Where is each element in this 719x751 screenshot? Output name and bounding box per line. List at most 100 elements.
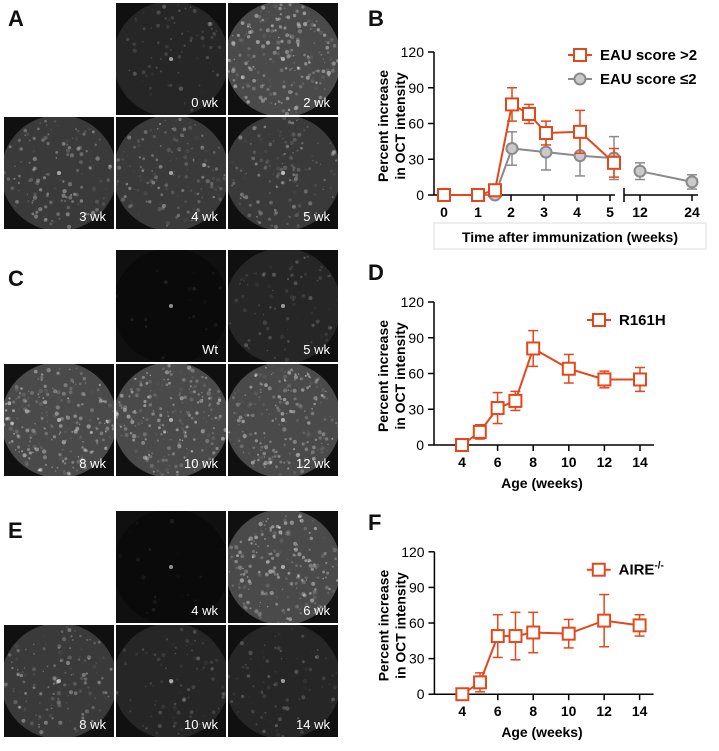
data-point — [455, 438, 469, 452]
x-tick-label: 8 — [529, 703, 537, 719]
data-point — [526, 341, 541, 356]
x-tick-label: 4 — [458, 454, 466, 470]
oct-scan-image — [228, 625, 338, 737]
x-tick-label: 0 — [440, 204, 448, 220]
oct-scan-image — [228, 250, 338, 362]
data-point — [561, 626, 576, 641]
oct-scan-image — [116, 3, 226, 115]
oct-scan-image — [116, 364, 226, 476]
y-tick-label: 120 — [401, 44, 425, 60]
y-tick-label: 120 — [401, 294, 425, 310]
panel-label-d: D — [368, 260, 384, 285]
tile-caption: 8 wk — [79, 717, 106, 732]
oct-scan-image — [228, 117, 338, 229]
tile-caption: 2 wk — [303, 95, 330, 110]
oct-image-tile: 8 wk — [4, 364, 114, 476]
data-point — [505, 97, 519, 112]
x-tick-label: 6 — [494, 454, 502, 470]
y-tick-label: 60 — [409, 615, 425, 631]
x-axis-label: Time after immunization (weeks) — [462, 229, 678, 245]
tile-caption: 0 wk — [191, 95, 218, 110]
oct-image-tile: 10 wk — [116, 364, 226, 476]
panel-label-c: C — [8, 266, 24, 291]
tile-caption: 5 wk — [303, 209, 330, 224]
series-line — [639, 170, 693, 183]
legend-label: AIRE-/- — [619, 561, 664, 579]
oct-image-tile: Wt — [116, 250, 226, 362]
oct-scan-image — [116, 511, 226, 623]
data-point — [539, 126, 553, 141]
y-tick-label: 0 — [416, 187, 424, 203]
series-line — [461, 347, 640, 446]
x-axis-label: Age (weeks) — [501, 475, 583, 491]
oct-scan-image — [4, 117, 114, 229]
data-point — [488, 183, 502, 198]
legend-label-sup: -/- — [654, 561, 663, 572]
x-tick-label: 1 — [474, 204, 482, 220]
legend-label: EAU score >2 — [600, 47, 697, 64]
x-tick-label: 8 — [529, 454, 537, 470]
oct-scan-image — [116, 117, 226, 229]
data-point — [592, 313, 606, 327]
data-point — [573, 48, 587, 62]
x-tick-label: 10 — [561, 454, 577, 470]
oct-image-tile: 6 wk — [228, 511, 338, 623]
data-point — [472, 424, 487, 439]
y-tick-label: 60 — [408, 116, 424, 132]
oct-scan-image — [228, 3, 338, 115]
panel-label-a: A — [8, 6, 24, 31]
oct-image-tile: 0 wk — [116, 3, 226, 115]
oct-image-tile: 14 wk — [228, 625, 338, 737]
x-tick-label: 3 — [540, 204, 548, 220]
legend-label: R161H — [619, 312, 666, 329]
oct-image-tile: 10 wk — [116, 625, 226, 737]
data-point — [526, 625, 541, 640]
data-point — [455, 687, 470, 702]
x-tick-label: 5 — [606, 204, 614, 220]
oct-scan-image — [228, 364, 338, 476]
panel-label-b: B — [368, 6, 384, 31]
data-point — [597, 613, 612, 628]
tile-caption: 10 wk — [184, 456, 218, 471]
y-tick-label: 90 — [408, 80, 424, 96]
panel-label-e: E — [8, 518, 23, 543]
x-tick-label: 4 — [458, 703, 466, 719]
data-point — [539, 145, 553, 159]
data-point — [633, 372, 647, 387]
series-line — [461, 619, 640, 696]
y-axis-label: Percent increasein OCT intensity — [375, 70, 408, 182]
tile-caption: 12 wk — [296, 456, 330, 471]
data-point — [437, 188, 451, 202]
tile-caption: 14 wk — [296, 717, 330, 732]
y-axis-label-line: Percent increase — [375, 70, 391, 182]
tile-caption: 3 wk — [79, 209, 106, 224]
tile-caption: 4 wk — [191, 603, 218, 618]
oct-image-tile: 5 wk — [228, 250, 338, 362]
x-axis-label-box — [433, 222, 707, 250]
data-point — [522, 106, 536, 121]
y-axis-label: Percent increasein OCT intensity — [375, 320, 408, 432]
tile-caption: 6 wk — [303, 603, 330, 618]
oct-image-tile: 3 wk — [4, 117, 114, 229]
tile-caption: 8 wk — [79, 456, 106, 471]
x-tick-label: 2 — [507, 204, 515, 220]
oct-image-tile: 5 wk — [228, 117, 338, 229]
data-point — [561, 361, 576, 376]
chart-f: 0 30 60 90 120 Percent increasein OCT intensi… — [376, 544, 664, 740]
x-tick-label: 4 — [573, 204, 581, 220]
data-point — [607, 155, 621, 170]
panel-label-f: F — [368, 510, 382, 535]
tile-caption: Wt — [202, 342, 218, 357]
data-point — [508, 629, 523, 644]
data-point — [505, 142, 519, 156]
tile-caption: 10 wk — [184, 717, 218, 732]
tile-caption: 5 wk — [303, 342, 330, 357]
oct-image-tile: 12 wk — [228, 364, 338, 476]
legend-label: EAU score ≤2 — [600, 71, 697, 88]
y-tick-label: 30 — [408, 401, 424, 417]
x-tick-label: 10 — [561, 703, 577, 719]
y-tick-label: 120 — [401, 544, 425, 560]
oct-scan-image — [4, 625, 114, 737]
data-point — [597, 372, 612, 387]
